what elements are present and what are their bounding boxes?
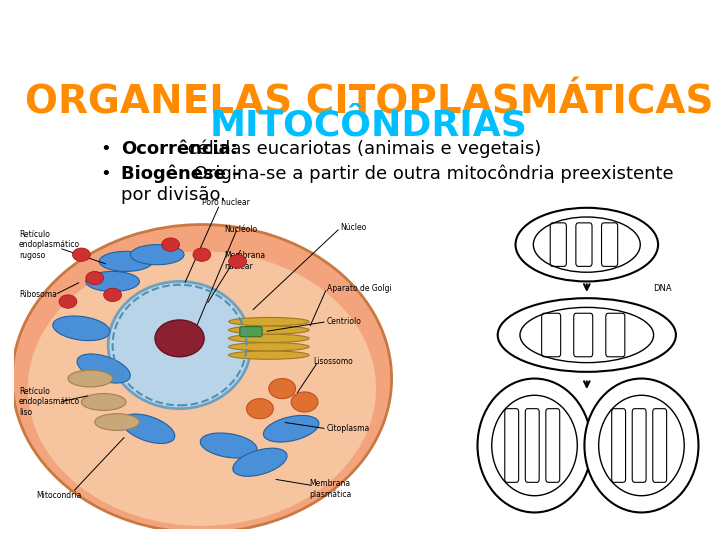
Ellipse shape xyxy=(585,379,698,512)
Ellipse shape xyxy=(99,251,153,272)
Circle shape xyxy=(59,295,77,308)
Ellipse shape xyxy=(229,318,309,326)
Text: •: • xyxy=(101,165,123,183)
Text: Ocorrência:: Ocorrência: xyxy=(121,140,238,158)
Ellipse shape xyxy=(229,342,309,351)
Ellipse shape xyxy=(68,370,112,387)
Circle shape xyxy=(104,288,122,301)
Text: Retículo
endoplasmático
liso: Retículo endoplasmático liso xyxy=(19,387,80,417)
Ellipse shape xyxy=(108,281,251,409)
Ellipse shape xyxy=(86,272,140,292)
Circle shape xyxy=(155,320,204,357)
Circle shape xyxy=(86,272,104,285)
Circle shape xyxy=(73,248,90,261)
Text: Aparato de Golgi: Aparato de Golgi xyxy=(327,284,392,293)
Ellipse shape xyxy=(477,379,592,512)
Circle shape xyxy=(193,248,211,261)
Ellipse shape xyxy=(229,326,309,334)
Text: Origina-se a partir de outra mitocôndria preexistente: Origina-se a partir de outra mitocôndria… xyxy=(188,165,673,183)
Ellipse shape xyxy=(54,315,109,342)
Circle shape xyxy=(246,399,274,418)
Ellipse shape xyxy=(122,414,175,443)
Text: Ribosoma: Ribosoma xyxy=(19,291,57,299)
Ellipse shape xyxy=(229,351,309,359)
Text: Membrana
nuclear: Membrana nuclear xyxy=(224,251,266,271)
Text: Poro nuclear: Poro nuclear xyxy=(202,198,250,207)
Text: DNA: DNA xyxy=(653,284,672,293)
Ellipse shape xyxy=(516,208,658,281)
Ellipse shape xyxy=(81,394,126,410)
Text: Mitocondria: Mitocondria xyxy=(37,491,82,500)
Ellipse shape xyxy=(262,417,320,441)
FancyBboxPatch shape xyxy=(240,327,262,337)
Circle shape xyxy=(162,238,179,251)
Ellipse shape xyxy=(12,225,392,532)
Ellipse shape xyxy=(202,431,256,460)
Text: Citoplasma: Citoplasma xyxy=(327,424,370,433)
Text: Centriolo: Centriolo xyxy=(327,317,361,326)
Ellipse shape xyxy=(28,251,376,526)
Text: Nucléolo: Nucléolo xyxy=(224,225,257,233)
Text: Lisossomo: Lisossomo xyxy=(313,357,354,366)
Circle shape xyxy=(291,392,318,412)
Text: Biogênese –: Biogênese – xyxy=(121,165,241,183)
Ellipse shape xyxy=(130,245,184,265)
Ellipse shape xyxy=(75,357,132,380)
Text: •: • xyxy=(101,140,123,158)
Ellipse shape xyxy=(231,450,289,474)
Text: Retículo
endoplasmático
rugoso: Retículo endoplasmático rugoso xyxy=(19,230,80,260)
Text: Núcleo: Núcleo xyxy=(341,224,366,232)
Circle shape xyxy=(269,379,296,399)
Ellipse shape xyxy=(498,298,676,372)
Text: ORGANELAS CITOPLASMÁTICAS: ORGANELAS CITOPLASMÁTICAS xyxy=(24,84,714,122)
Ellipse shape xyxy=(229,334,309,342)
Circle shape xyxy=(229,255,246,268)
Text: por divisão.: por divisão. xyxy=(121,186,225,204)
Text: células eucariotas (animais e vegetais): células eucariotas (animais e vegetais) xyxy=(182,140,541,158)
Text: MITOCÔNDRIAS: MITOCÔNDRIAS xyxy=(210,109,528,143)
Ellipse shape xyxy=(95,414,140,430)
Text: Membrana
plasmática: Membrana plasmática xyxy=(309,480,351,499)
